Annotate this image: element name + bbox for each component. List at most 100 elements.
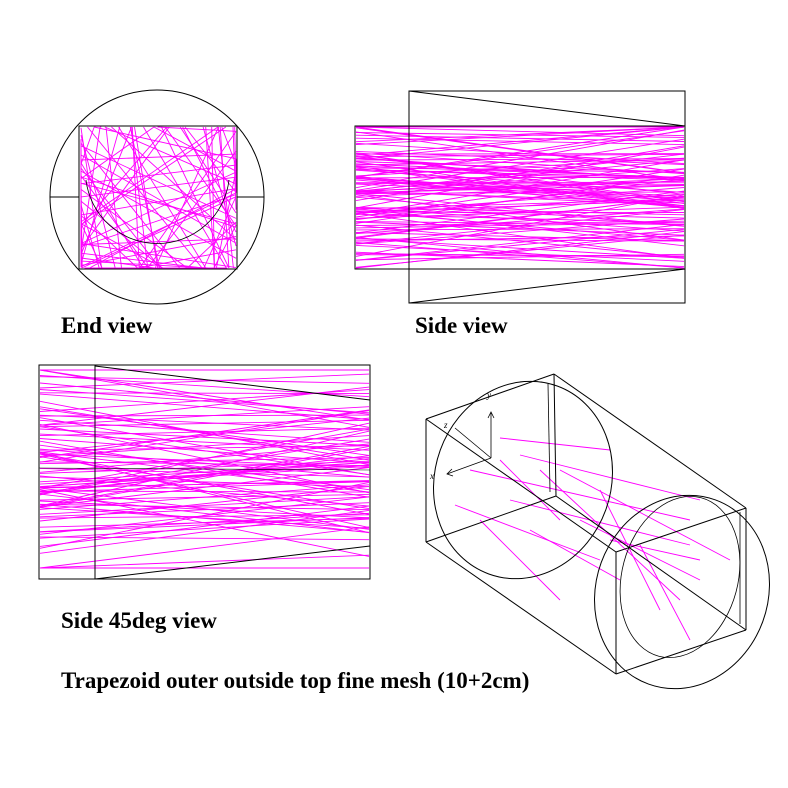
track-line: [80, 257, 155, 269]
track-line: [355, 221, 685, 236]
track-line: [80, 126, 101, 253]
track-line: [134, 126, 159, 269]
track-line: [479, 519, 561, 601]
axis-triad: [446, 411, 495, 477]
track-line: [131, 126, 140, 269]
track-line: [80, 175, 149, 269]
axis-label-x: x: [429, 471, 434, 481]
side45-view-centerline: [38, 467, 371, 471]
track-line: [80, 188, 237, 216]
track-line: [355, 192, 685, 227]
track-line: [203, 196, 237, 269]
track-line: [355, 177, 685, 208]
track-line: [355, 138, 685, 191]
track-line: [355, 212, 685, 259]
track-line: [355, 184, 685, 193]
axis-label-z: z: [443, 420, 448, 430]
track-line: [355, 134, 685, 142]
track-line: [355, 126, 685, 145]
perspective-front-circle: [433, 380, 613, 580]
track-line: [80, 236, 237, 266]
side45-view-label: Side 45deg view: [61, 608, 217, 633]
track-line: [355, 132, 685, 138]
track-line: [355, 220, 685, 227]
track-line: [355, 183, 685, 199]
track-line: [355, 236, 685, 269]
track-line: [355, 127, 685, 174]
track-line: [355, 157, 685, 177]
track-line: [39, 448, 370, 508]
track-line: [355, 244, 685, 262]
end-view-label: End view: [61, 313, 153, 338]
track-line: [80, 252, 203, 269]
side45-view-panel: [38, 364, 371, 580]
track-line: [111, 126, 237, 241]
side45-view-bottom-taper: [94, 545, 371, 580]
track-line: [80, 126, 168, 226]
track-line: [355, 234, 685, 268]
track-line: [355, 152, 685, 175]
track-line: [355, 224, 685, 258]
track-line: [355, 207, 685, 232]
track-line: [355, 126, 685, 137]
track-line: [104, 126, 237, 185]
track-line: [80, 153, 237, 161]
track-line: [599, 489, 661, 611]
track-line: [355, 161, 685, 209]
end-view-tracks: [80, 126, 237, 269]
end-view-panel: [49, 89, 265, 305]
perspective-view-panel: y z x: [425, 373, 770, 690]
track-line: [355, 206, 685, 219]
track-line: [355, 223, 685, 261]
track-line: [211, 126, 215, 269]
side-view-inner-box: [354, 125, 686, 270]
track-line: [355, 196, 685, 239]
track-line: [609, 539, 701, 561]
track-line: [80, 176, 237, 198]
track-line: [355, 169, 685, 181]
side-view-tracks: [355, 126, 685, 269]
track-line: [87, 126, 203, 269]
track-line: [80, 243, 237, 269]
track-line: [355, 235, 685, 242]
track-line: [89, 188, 237, 269]
perspective-wireframe: [425, 373, 747, 675]
axis-label-y: y: [486, 390, 491, 400]
track-line: [80, 171, 237, 244]
side-view-bottom-taper: [408, 268, 686, 304]
track-line: [80, 223, 164, 269]
track-line: [232, 126, 237, 210]
track-line: [355, 159, 685, 166]
track-line: [213, 225, 237, 269]
perspective-back-inner-circle: [619, 495, 741, 659]
track-line: [355, 209, 685, 245]
track-line: [355, 242, 685, 269]
track-line: [80, 204, 100, 269]
perspective-back-circle: [594, 494, 770, 690]
track-line: [105, 126, 122, 269]
track-line: [639, 544, 691, 641]
track-line: [80, 238, 237, 245]
track-line: [355, 194, 685, 257]
track-line: [39, 382, 370, 415]
track-line: [234, 126, 237, 187]
track-line: [355, 163, 685, 179]
track-line: [81, 196, 237, 269]
track-line: [355, 193, 685, 220]
track-line: [355, 137, 685, 146]
track-line: [80, 145, 237, 219]
side-view-label: Side view: [415, 313, 508, 338]
track-line: [355, 131, 685, 181]
track-line: [80, 126, 95, 165]
track-line: [355, 187, 685, 214]
track-line: [559, 469, 731, 561]
track-line: [80, 154, 237, 244]
track-line: [355, 174, 685, 224]
track-line: [39, 455, 370, 494]
track-line: [139, 131, 237, 269]
track-line: [454, 504, 601, 561]
track-line: [80, 142, 181, 269]
track-line: [154, 126, 219, 269]
side45-view-frame: [38, 364, 371, 580]
